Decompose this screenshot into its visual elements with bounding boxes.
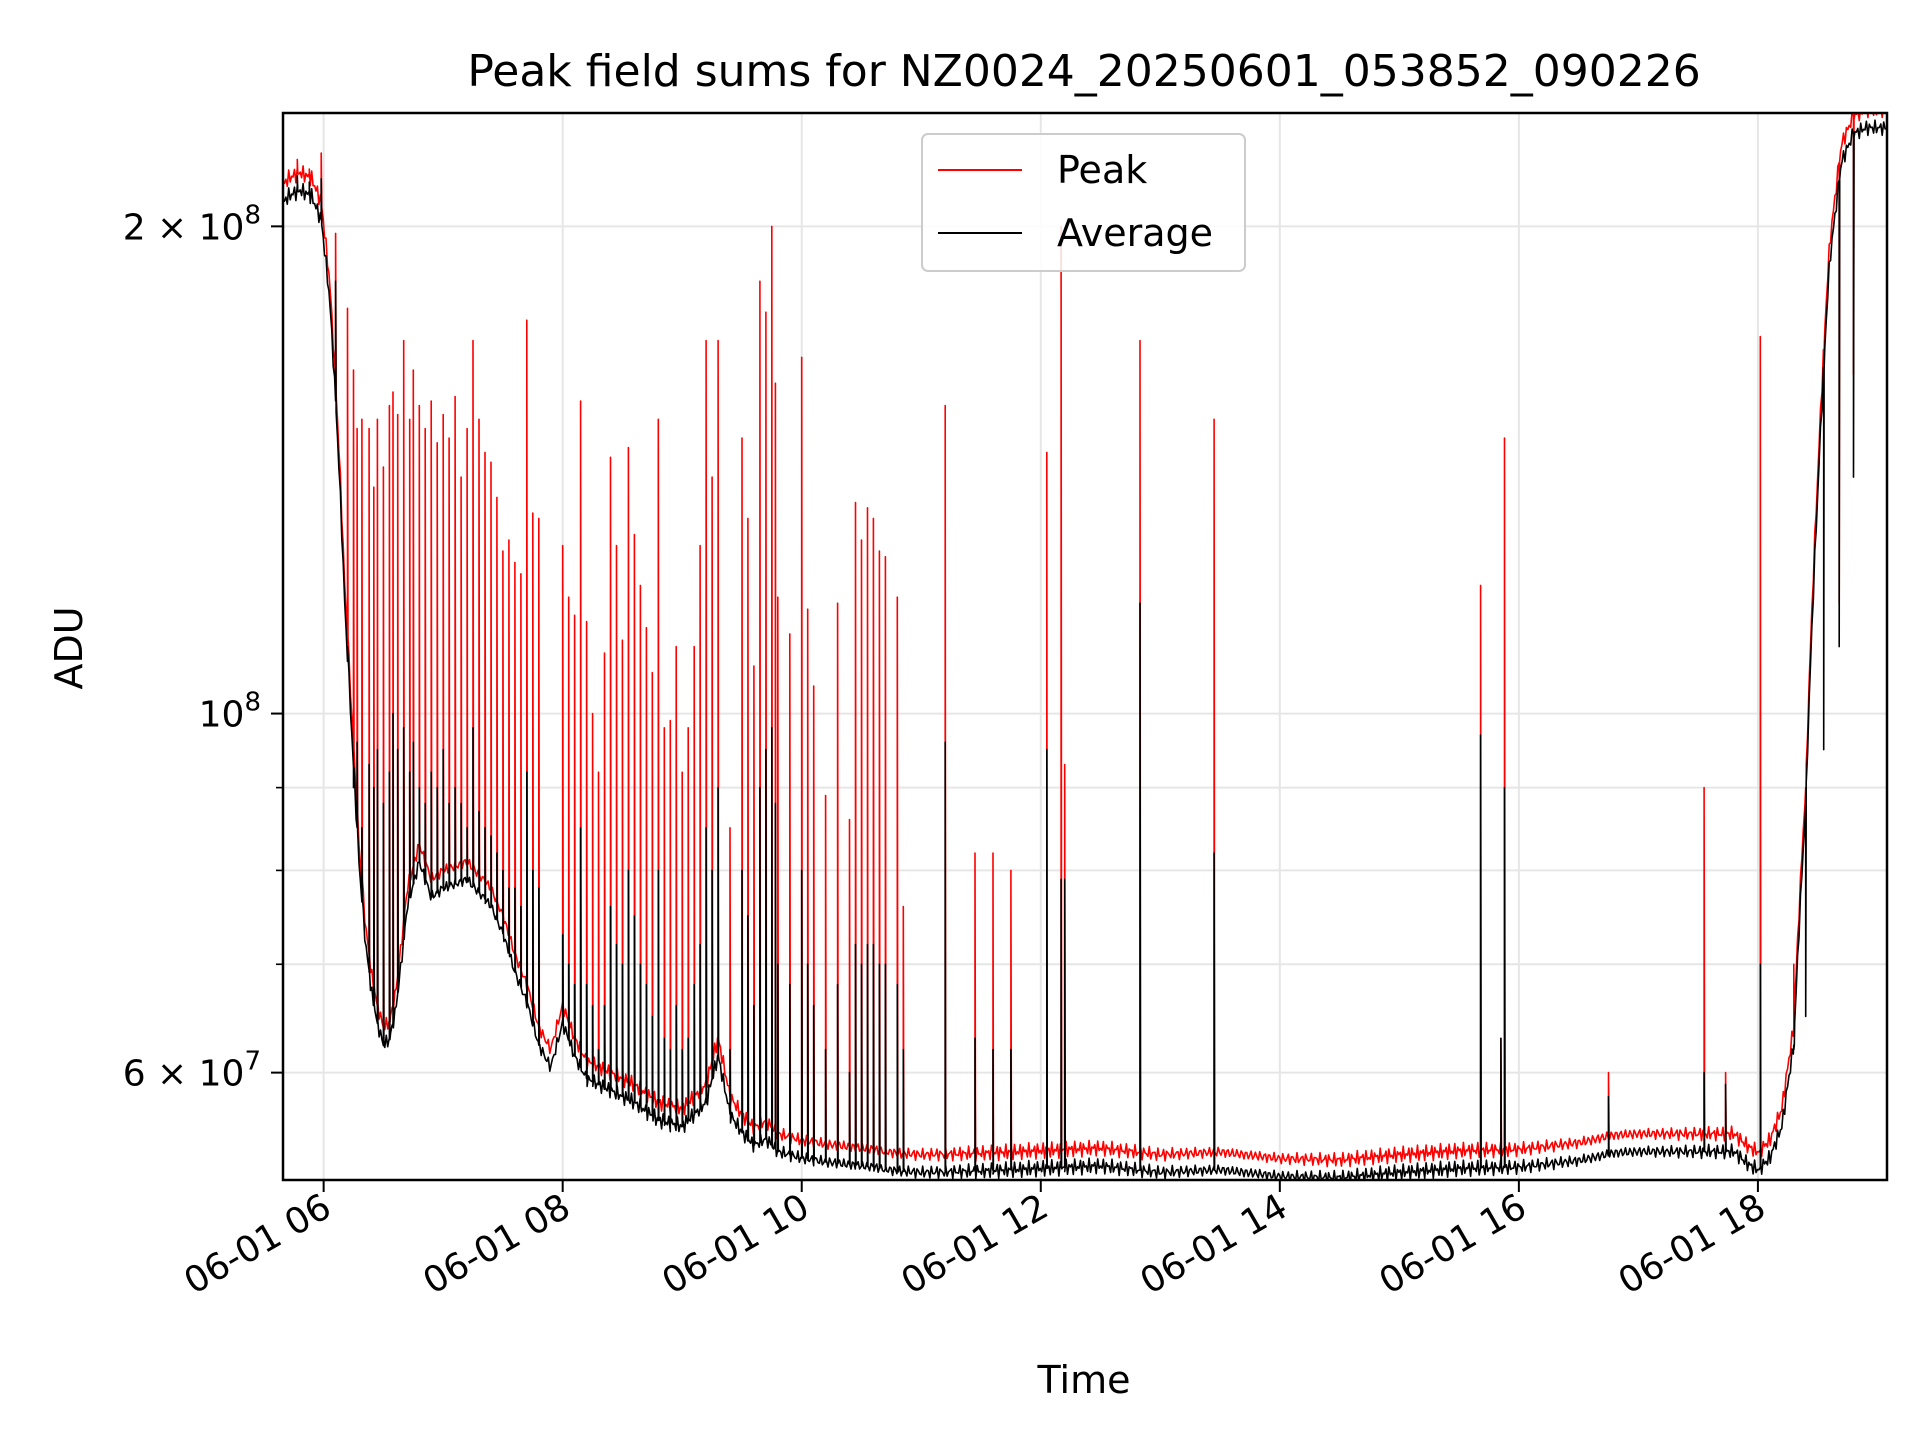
plot-frame	[281, 111, 1889, 1182]
series-layer	[283, 113, 1887, 1180]
y-tick-label: 2 × 108	[123, 200, 261, 248]
legend-label-peak: Peak	[1057, 148, 1147, 192]
legend: Peak Average	[921, 133, 1246, 272]
y-axis: 6 × 107 108 2 × 108	[123, 200, 283, 1095]
y-tick-label: 108	[199, 688, 261, 736]
x-axis-label: Time	[1037, 1358, 1131, 1402]
y-axis-label: ADU	[47, 606, 91, 689]
series-line-average	[283, 119, 1887, 1180]
y-tick-label: 6 × 107	[123, 1047, 261, 1095]
legend-label-average: Average	[1057, 211, 1213, 255]
legend-box	[921, 133, 1246, 272]
chart-title: Peak field sums for NZ0024_20250601_0538…	[467, 46, 1700, 97]
